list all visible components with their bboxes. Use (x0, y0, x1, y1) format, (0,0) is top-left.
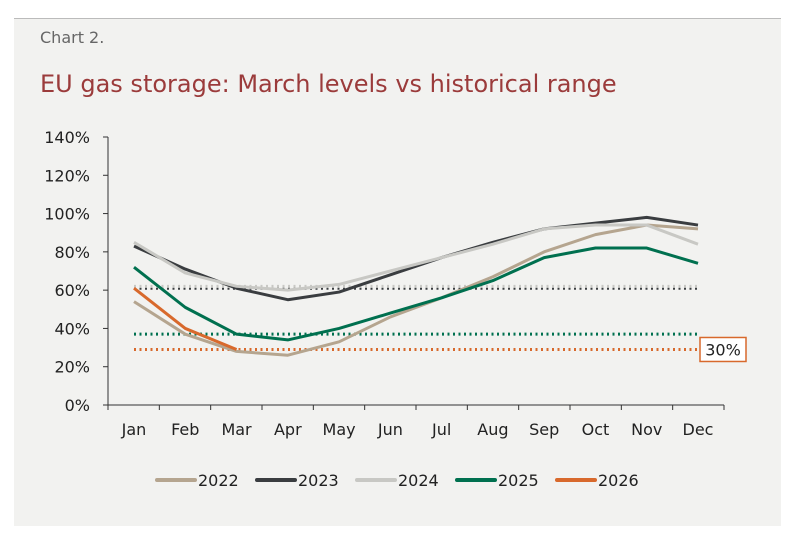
y-tick-label: 20% (54, 358, 90, 377)
series-line-2024 (133, 223, 699, 292)
chart-label: Chart 2. (40, 28, 105, 47)
annotation-label: 30% (705, 340, 741, 359)
x-tick-label: Jul (431, 420, 451, 439)
x-tick-label: Jan (121, 420, 147, 439)
annotation-box (699, 336, 747, 363)
legend-label-2023: 2023 (298, 471, 339, 490)
x-tick-label: Dec (683, 420, 714, 439)
chart-title: EU gas storage: March levels vs historic… (40, 70, 617, 98)
x-tick-label: Sep (529, 420, 559, 439)
series-line-2025 (133, 246, 699, 342)
y-tick-label: 0% (65, 396, 90, 415)
x-tick-label: Jun (377, 420, 403, 439)
y-tick-label: 80% (54, 243, 90, 262)
series-line-2026 (133, 287, 238, 351)
legend-label-2024: 2024 (398, 471, 439, 490)
x-tick-label: Aug (477, 420, 508, 439)
x-tick-label: Mar (221, 420, 252, 439)
x-tick-label: Oct (582, 420, 610, 439)
legend-label-2025: 2025 (498, 471, 539, 490)
y-tick-label: 100% (44, 205, 90, 224)
x-tick-label: May (323, 420, 356, 439)
legend-label-2022: 2022 (198, 471, 239, 490)
x-tick-label: Apr (274, 420, 302, 439)
x-tick-label: Feb (171, 420, 199, 439)
y-tick-label: 120% (44, 166, 90, 185)
y-tick-label: 40% (54, 319, 90, 338)
legend-label-2026: 2026 (598, 471, 639, 490)
y-tick-label: 140% (44, 128, 90, 147)
x-tick-label: Nov (631, 420, 662, 439)
y-tick-label: 60% (54, 281, 90, 300)
series-line-2022 (133, 223, 699, 357)
